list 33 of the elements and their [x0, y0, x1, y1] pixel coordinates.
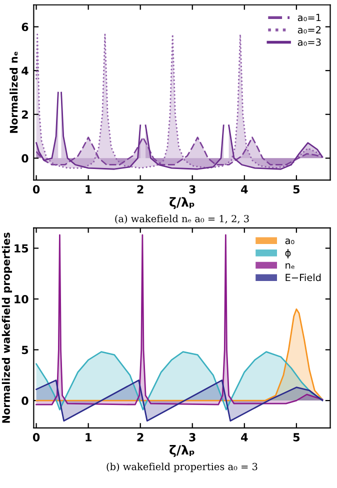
- x-tick-label: 2: [137, 185, 144, 194]
- legend-label: a₀=2: [298, 26, 321, 34]
- x-tick-label: 4: [241, 185, 248, 194]
- x-axis-title: ζ/λₚ: [170, 197, 194, 210]
- x-tick-label: 5: [293, 433, 300, 442]
- x-tick-label: 5: [293, 185, 300, 194]
- y-tick-label: 6: [22, 22, 28, 32]
- x-tick-label: 2: [137, 433, 144, 442]
- legend-label: nₑ: [286, 263, 294, 269]
- x-tick-label: 0: [32, 433, 40, 442]
- legend-label: ϕ: [285, 248, 291, 258]
- y-tick-label: 10: [14, 294, 28, 304]
- y-tick-label: 5: [22, 346, 28, 354]
- legend-label: a₀=1: [298, 14, 321, 22]
- text: (b) wakefield properties a₀ = 3: [106, 462, 258, 472]
- y-tick-label: 2: [22, 110, 28, 119]
- x-tick-label: 1: [86, 433, 92, 442]
- x-tick-label: 4: [241, 433, 248, 442]
- x-tick-label: 3: [189, 185, 196, 194]
- x-tick-label: 3: [189, 433, 196, 442]
- text: (a) wakefield nₑ a₀ = 1, 2, 3: [115, 214, 249, 224]
- y-tick-label: 0: [22, 396, 28, 405]
- y-tick-label: 15: [14, 244, 28, 253]
- y-axis-title: Normalized nₑ: [10, 52, 18, 133]
- y-tick-label: 0: [22, 154, 28, 163]
- y-axis-title: Normalized wakefield properties: [2, 232, 12, 423]
- x-axis-title: ζ/λₚ: [170, 444, 194, 458]
- legend-label: a₀: [285, 238, 294, 244]
- y-tick-label: 4: [22, 66, 28, 75]
- x-tick-label: 1: [86, 185, 92, 194]
- x-tick-label: 0: [32, 185, 40, 194]
- legend-label: a₀=3: [298, 38, 321, 46]
- legend-label: E−Field: [286, 274, 321, 282]
